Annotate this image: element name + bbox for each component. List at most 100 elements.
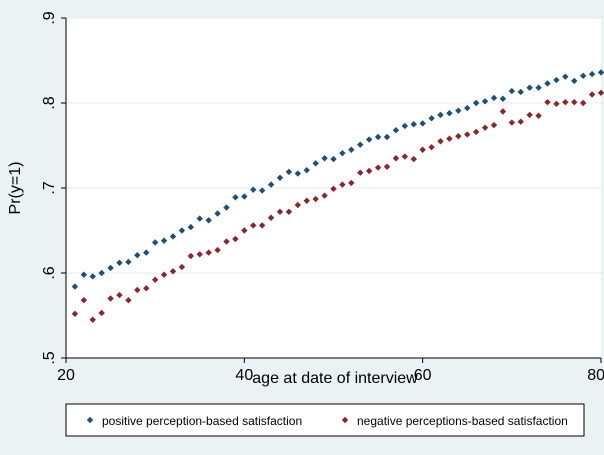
- x-axis-label: age at date of interview: [252, 370, 418, 387]
- negative-series-point: [490, 121, 498, 129]
- positive-series-point: [481, 98, 489, 105]
- positive-series-point: [214, 210, 221, 217]
- positive-series-point: [125, 258, 132, 266]
- positive-series-point: [250, 186, 257, 193]
- y-tick-label: .7: [41, 181, 58, 194]
- negative-series-point: [446, 135, 453, 142]
- positive-series-point: [437, 111, 444, 119]
- negative-series-point: [80, 297, 88, 304]
- positive-series-point: [223, 204, 230, 211]
- positive-series-point: [562, 73, 569, 80]
- negative-series-point: [526, 111, 533, 119]
- positive-series-point: [428, 115, 435, 122]
- negative-series-point: [250, 222, 257, 229]
- negative-series-point: [330, 185, 337, 193]
- positive-series-point: [535, 84, 542, 91]
- positive-series-point: [98, 269, 105, 277]
- tick-marks: .5 .6 .7 .8 .9 20 40 60 80: [41, 11, 604, 384]
- positive-series-point: [579, 72, 587, 79]
- positive-series-point: [134, 251, 141, 259]
- legend-label-negative: negative perceptions-based satisfaction: [357, 414, 568, 428]
- positive-series-point: [544, 80, 551, 87]
- negative-series-point: [312, 195, 319, 203]
- negative-series-point: [464, 131, 471, 138]
- positive-series-point: [169, 233, 177, 240]
- positive-series-point: [303, 166, 310, 174]
- negative-series-point: [517, 118, 524, 125]
- positive-series-point: [490, 94, 498, 102]
- negative-series-point: [410, 155, 417, 163]
- positive-series-point: [312, 160, 319, 167]
- negative-series-point: [437, 138, 444, 145]
- positive-series-point: [526, 84, 533, 91]
- negative-series-point: [258, 222, 266, 229]
- negative-series-point: [597, 89, 604, 96]
- negative-series-point: [508, 119, 516, 126]
- positive-series-point: [330, 155, 337, 163]
- positive-series-point: [383, 133, 391, 141]
- positive-series-point: [160, 237, 168, 244]
- negative-series-point: [107, 295, 114, 302]
- grid-lines: [66, 17, 601, 274]
- negative-series-point: [116, 291, 123, 299]
- y-tick-label: .6: [41, 266, 58, 279]
- negative-series-point: [499, 108, 507, 115]
- positive-series-point: [588, 70, 596, 78]
- positive-series-point: [321, 155, 328, 162]
- negative-series-point: [348, 179, 355, 187]
- negative-series-point: [321, 192, 328, 199]
- x-tick-label: 60: [414, 367, 432, 384]
- negative-series-point: [374, 164, 382, 171]
- legend-marker-negative: [341, 416, 349, 424]
- positive-series-point: [455, 107, 462, 114]
- negative-series-point: [151, 276, 159, 283]
- negative-series-point: [205, 249, 212, 256]
- positive-series-point: [553, 76, 560, 84]
- x-tick-label: 20: [57, 367, 75, 384]
- positive-series-point: [374, 133, 382, 141]
- positive-series-point: [143, 249, 150, 256]
- negative-series-point: [579, 99, 587, 107]
- negative-series-point: [169, 268, 177, 275]
- positive-series-point: [285, 168, 293, 176]
- legend-marker-positive: [86, 416, 94, 424]
- negative-series-point: [553, 100, 560, 108]
- negative-series-point: [339, 181, 346, 188]
- negative-series-point: [357, 169, 364, 176]
- positive-series-point: [187, 223, 195, 231]
- positive-series-point: [89, 273, 96, 280]
- positive-series-point: [241, 193, 248, 200]
- positive-series-point: [357, 141, 364, 148]
- negative-series-point: [383, 163, 391, 170]
- positive-series-point: [258, 187, 266, 194]
- negative-series-point: [535, 112, 542, 119]
- negative-series-point: [160, 271, 168, 278]
- negative-series-point: [143, 285, 150, 292]
- negative-series-point: [571, 98, 578, 106]
- negative-series-point: [562, 98, 569, 106]
- positive-series-point: [365, 136, 373, 143]
- negative-series-point: [588, 91, 596, 98]
- positive-series-point: [464, 104, 471, 112]
- positive-series-point: [294, 170, 302, 177]
- positive-series-point: [597, 69, 604, 76]
- negative-series-point: [303, 197, 310, 204]
- y-tick-label: .5: [41, 351, 58, 364]
- negative-series-point: [241, 227, 248, 234]
- positive-series-point: [472, 99, 480, 107]
- negative-series-point: [276, 208, 284, 215]
- positive-series-point: [276, 174, 284, 181]
- positive-series-point: [419, 120, 426, 127]
- negative-series-point: [214, 246, 221, 254]
- positive-series-point: [499, 95, 507, 102]
- negative-series-point: [134, 286, 141, 294]
- legend-label-positive: positive perception-based satisfaction: [102, 414, 302, 428]
- x-tick-label: 80: [587, 367, 604, 384]
- positive-series-point: [178, 227, 186, 234]
- negative-series-point: [187, 252, 195, 260]
- negative-series-point: [481, 124, 489, 131]
- y-tick-label: .8: [41, 96, 58, 109]
- data-points: [71, 69, 604, 323]
- positive-series-point: [151, 239, 159, 246]
